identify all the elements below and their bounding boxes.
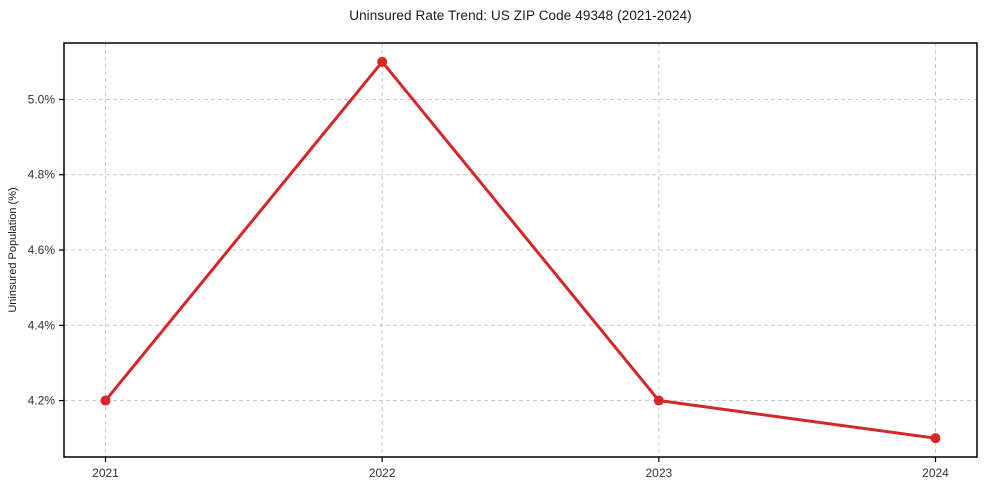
y-tick-label: 4.4%: [28, 318, 56, 332]
data-point-2021: [100, 395, 111, 406]
data-point-2022: [377, 56, 388, 67]
x-tick-label: 2024: [922, 466, 949, 480]
chart-title: Uninsured Rate Trend: US ZIP Code 49348 …: [349, 8, 692, 23]
y-tick-label: 4.8%: [28, 168, 56, 182]
data-point-2023: [653, 395, 664, 406]
data-point-2024: [930, 433, 941, 444]
y-axis-label: Uninsured Population (%): [7, 187, 19, 313]
x-tick-label: 2021: [92, 466, 119, 480]
x-tick-label: 2022: [369, 466, 396, 480]
trend-line: [104, 60, 937, 440]
y-tick-label: 4.2%: [28, 394, 56, 408]
y-tick-label: 4.6%: [28, 243, 56, 257]
y-tick-label: 5.0%: [28, 92, 56, 106]
x-tick-label: 2023: [645, 466, 672, 480]
